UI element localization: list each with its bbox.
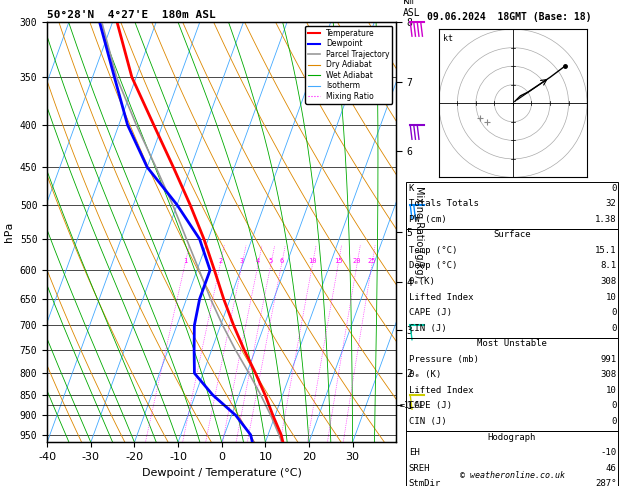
Text: 10: 10 bbox=[308, 258, 317, 264]
Text: 32: 32 bbox=[606, 199, 616, 208]
Text: 0: 0 bbox=[611, 401, 616, 411]
Text: 0: 0 bbox=[611, 417, 616, 426]
X-axis label: Dewpoint / Temperature (°C): Dewpoint / Temperature (°C) bbox=[142, 468, 302, 478]
Text: 5: 5 bbox=[269, 258, 273, 264]
Text: 50°28'N  4°27'E  180m ASL: 50°28'N 4°27'E 180m ASL bbox=[47, 10, 216, 20]
Text: 8.1: 8.1 bbox=[600, 261, 616, 271]
Text: SREH: SREH bbox=[409, 464, 430, 473]
Text: 10: 10 bbox=[606, 293, 616, 302]
Text: 4: 4 bbox=[256, 258, 260, 264]
Text: Dewp (°C): Dewp (°C) bbox=[409, 261, 457, 271]
Text: 0: 0 bbox=[611, 324, 616, 333]
Text: 10: 10 bbox=[606, 386, 616, 395]
Text: km
ASL: km ASL bbox=[403, 0, 421, 17]
Text: CAPE (J): CAPE (J) bbox=[409, 308, 452, 317]
Y-axis label: Mixing Ratio (g/kg): Mixing Ratio (g/kg) bbox=[414, 186, 424, 278]
Text: EH: EH bbox=[409, 448, 420, 457]
Text: 09.06.2024  18GMT (Base: 18): 09.06.2024 18GMT (Base: 18) bbox=[427, 12, 592, 22]
Text: 0: 0 bbox=[611, 184, 616, 193]
Text: Pressure (mb): Pressure (mb) bbox=[409, 355, 479, 364]
Text: Surface: Surface bbox=[493, 230, 531, 240]
Text: 25: 25 bbox=[368, 258, 376, 264]
Text: 3: 3 bbox=[240, 258, 244, 264]
Text: 308: 308 bbox=[600, 370, 616, 380]
Text: CAPE (J): CAPE (J) bbox=[409, 401, 452, 411]
Text: θₑ (K): θₑ (K) bbox=[409, 370, 441, 380]
Text: Lifted Index: Lifted Index bbox=[409, 293, 474, 302]
Legend: Temperature, Dewpoint, Parcel Trajectory, Dry Adiabat, Wet Adiabat, Isotherm, Mi: Temperature, Dewpoint, Parcel Trajectory… bbox=[305, 26, 392, 104]
Text: Temp (°C): Temp (°C) bbox=[409, 246, 457, 255]
Text: 1: 1 bbox=[183, 258, 187, 264]
Text: 15: 15 bbox=[334, 258, 342, 264]
Y-axis label: hPa: hPa bbox=[4, 222, 14, 242]
Text: PW (cm): PW (cm) bbox=[409, 215, 447, 224]
Text: Totals Totals: Totals Totals bbox=[409, 199, 479, 208]
Text: kt: kt bbox=[443, 34, 454, 43]
Text: Lifted Index: Lifted Index bbox=[409, 386, 474, 395]
Text: =1LCL: =1LCL bbox=[400, 401, 425, 410]
Text: 0: 0 bbox=[611, 308, 616, 317]
Text: θₑ(K): θₑ(K) bbox=[409, 277, 436, 286]
Text: 991: 991 bbox=[600, 355, 616, 364]
Text: © weatheronline.co.uk: © weatheronline.co.uk bbox=[460, 471, 564, 480]
Text: 1.38: 1.38 bbox=[595, 215, 616, 224]
Text: 46: 46 bbox=[606, 464, 616, 473]
Text: 2: 2 bbox=[218, 258, 223, 264]
Text: CIN (J): CIN (J) bbox=[409, 417, 447, 426]
Text: 287°: 287° bbox=[595, 479, 616, 486]
Text: K: K bbox=[409, 184, 415, 193]
Text: StmDir: StmDir bbox=[409, 479, 441, 486]
Text: 20: 20 bbox=[353, 258, 361, 264]
Text: CIN (J): CIN (J) bbox=[409, 324, 447, 333]
Text: 6: 6 bbox=[279, 258, 284, 264]
Text: -10: -10 bbox=[600, 448, 616, 457]
Text: Hodograph: Hodograph bbox=[488, 433, 536, 442]
Text: 308: 308 bbox=[600, 277, 616, 286]
Text: Most Unstable: Most Unstable bbox=[477, 339, 547, 348]
Text: 15.1: 15.1 bbox=[595, 246, 616, 255]
